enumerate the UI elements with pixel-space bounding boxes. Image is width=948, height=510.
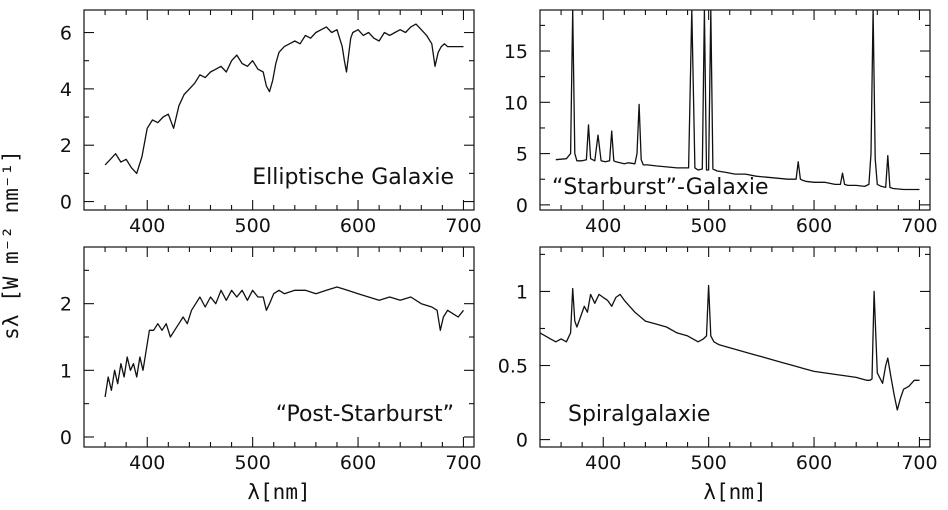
spectrum-panel-4: 400 500 600 700 0 0.5 1 Spiralgalaxie λ[nm] bbox=[498, 246, 938, 504]
x-tick-label: 700 bbox=[445, 215, 481, 237]
y-tick-label: 0 bbox=[516, 430, 528, 452]
y-tick-label: 0 bbox=[60, 192, 72, 214]
y-tick-label: 15 bbox=[504, 41, 528, 63]
spectrum-line bbox=[104, 286, 465, 398]
y-tick-label: 4 bbox=[60, 79, 72, 101]
spectrum-panel-1: 400 500 600 700 0 2 4 6 Elliptische Galaxie bbox=[60, 9, 482, 237]
y-tick-label: 2 bbox=[60, 294, 72, 316]
x-tick-label: 400 bbox=[129, 452, 165, 474]
y-tick-label: 5 bbox=[516, 144, 528, 166]
y-tick-label: 1 bbox=[60, 360, 72, 382]
spectrum-line bbox=[555, 10, 920, 191]
y-tick-label: 0 bbox=[60, 427, 72, 449]
x-tick-label: 500 bbox=[691, 452, 727, 474]
x-tick-label: 600 bbox=[340, 215, 376, 237]
x-tick-label: 400 bbox=[585, 452, 621, 474]
plot-frame bbox=[539, 246, 931, 448]
plot-frame bbox=[83, 246, 475, 448]
panel-label: “Post-Starburst” bbox=[276, 402, 454, 427]
spectrum-panel-2: 400 500 600 700 0 5 10 15 “Starburst”-Galaxie bbox=[504, 9, 938, 237]
panel-label: “Starburst”-Galaxie bbox=[552, 175, 769, 200]
spectrum-line bbox=[104, 23, 464, 175]
y-tick-label: 10 bbox=[504, 92, 528, 114]
x-tick-label: 700 bbox=[901, 215, 937, 237]
y-tick-label: 2 bbox=[60, 135, 72, 157]
x-tick-label: 700 bbox=[901, 452, 937, 474]
x-tick-label: 500 bbox=[235, 215, 271, 237]
x-tick-label: 700 bbox=[445, 452, 481, 474]
x-tick-label: 500 bbox=[235, 452, 271, 474]
x-axis-title: λ[nm] bbox=[247, 480, 310, 504]
spectrum-panel-3: 400 500 600 700 0 1 2 “Post-Starburst” λ[nm] bbox=[60, 246, 482, 504]
plot-frame bbox=[83, 9, 475, 211]
spectrum-line bbox=[540, 284, 920, 411]
y-tick-label: 6 bbox=[60, 23, 72, 45]
panel-label: Elliptische Galaxie bbox=[252, 165, 454, 190]
y-tick-label: 0 bbox=[516, 195, 528, 217]
x-tick-label: 600 bbox=[340, 452, 376, 474]
x-tick-label: 600 bbox=[796, 215, 832, 237]
y-tick-label: 0.5 bbox=[498, 356, 528, 378]
x-tick-label: 400 bbox=[129, 215, 165, 237]
panel-label: Spiralgalaxie bbox=[568, 402, 710, 427]
x-tick-label: 500 bbox=[691, 215, 727, 237]
x-tick-label: 400 bbox=[585, 215, 621, 237]
y-axis-title: sλ [W m⁻² nm⁻¹] bbox=[0, 150, 23, 340]
x-tick-label: 600 bbox=[796, 452, 832, 474]
y-tick-label: 1 bbox=[516, 281, 528, 303]
x-axis-title: λ[nm] bbox=[703, 480, 766, 504]
plot-frame bbox=[539, 9, 931, 211]
